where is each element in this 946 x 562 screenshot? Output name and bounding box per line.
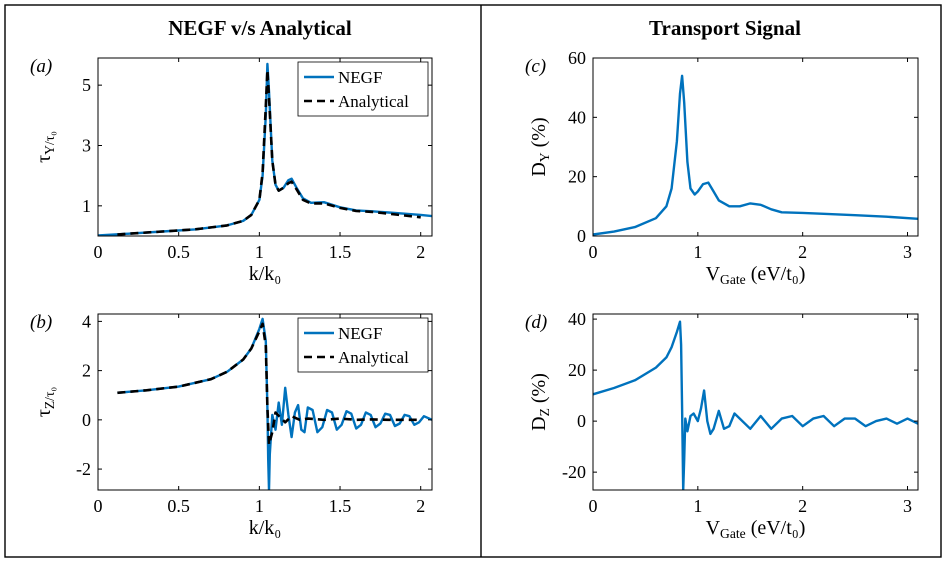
series-line-analytical — [117, 322, 421, 446]
y-axis-label: DY (%) — [528, 117, 552, 176]
x-tick-label: 1 — [255, 242, 264, 262]
legend: NEGF Analytical — [297, 61, 429, 117]
x-tick-label: 1 — [693, 496, 702, 516]
right-column-title: Transport Signal — [649, 16, 801, 40]
chart-a: 0 0.5 1 1.5 2 1 3 5 (a) k/k₀ τY/τ₀ NEGF Analytical — [30, 56, 433, 285]
legend-label: NEGF — [338, 324, 382, 343]
legend-box — [297, 61, 429, 117]
y-tick-label: 1 — [82, 196, 91, 216]
y-tick-label: 5 — [82, 75, 91, 95]
x-tick-label: 0 — [94, 496, 103, 516]
axes-box — [592, 313, 919, 491]
x-tick-label: 2 — [798, 496, 807, 516]
y-tick-label: -2 — [76, 459, 91, 479]
x-tick-label: 0 — [589, 496, 598, 516]
x-tick-label: 1 — [255, 496, 264, 516]
x-tick-label: 0.5 — [167, 242, 190, 262]
y-tick-label: 0 — [82, 410, 91, 430]
y-tick-label: 4 — [82, 311, 91, 331]
panel-label: (c) — [525, 56, 546, 77]
y-axis-label: τY/τ₀ — [33, 131, 57, 163]
y-axis-label: τZ/τ₀ — [33, 387, 57, 418]
x-tick-label: 2 — [798, 242, 807, 262]
y-tick-label: -20 — [562, 462, 586, 482]
x-tick-label: 0.5 — [167, 496, 190, 516]
x-tick-label: 0 — [94, 242, 103, 262]
series-line-signal — [593, 74, 918, 236]
y-tick-label: 3 — [82, 135, 91, 155]
y-tick-label: 40 — [568, 309, 586, 329]
legend-box — [297, 317, 429, 373]
axes-box — [592, 57, 919, 237]
x-tick-label: 1.5 — [329, 496, 352, 516]
x-tick-label: 0 — [589, 242, 598, 262]
y-tick-label: 40 — [568, 107, 586, 127]
x-axis-label: k/k₀ — [249, 517, 282, 539]
panel-label: (b) — [30, 312, 52, 333]
x-tick-label: 3 — [903, 496, 912, 516]
x-axis-label: k/k₀ — [249, 263, 282, 285]
y-tick-label: 0 — [577, 226, 586, 246]
panel-label: (d) — [525, 312, 547, 333]
legend-label: NEGF — [338, 68, 382, 87]
y-tick-label: 60 — [568, 48, 586, 68]
x-axis-label: VGate (eV/t₀) — [706, 517, 806, 541]
y-axis-label: DZ (%) — [528, 373, 552, 431]
x-axis-label: VGate (eV/t₀) — [706, 263, 806, 287]
x-tick-label: 1.5 — [329, 242, 352, 262]
x-tick-label: 3 — [903, 242, 912, 262]
axes-box — [97, 57, 433, 237]
y-tick-label: 2 — [82, 361, 91, 381]
y-tick-label: 20 — [568, 167, 586, 187]
axes-box — [97, 313, 433, 491]
figure-border — [4, 4, 942, 558]
series-line-signal — [593, 320, 918, 490]
x-tick-label: 2 — [416, 242, 425, 262]
chart-c: 0 1 2 3 0 20 40 60 (c) VGate (eV/t₀) DY (%) — [525, 48, 919, 287]
x-tick-label: 1 — [693, 242, 702, 262]
y-tick-label: 0 — [577, 411, 586, 431]
legend-label: Analytical — [338, 92, 409, 111]
left-column-title: NEGF v/s Analytical — [168, 16, 352, 40]
x-tick-label: 2 — [416, 496, 425, 516]
series-line-analytical — [117, 68, 421, 236]
panel-label: (a) — [30, 56, 52, 77]
y-tick-label: 20 — [568, 360, 586, 380]
legend: NEGF Analytical — [297, 317, 429, 373]
legend-label: Analytical — [338, 348, 409, 367]
